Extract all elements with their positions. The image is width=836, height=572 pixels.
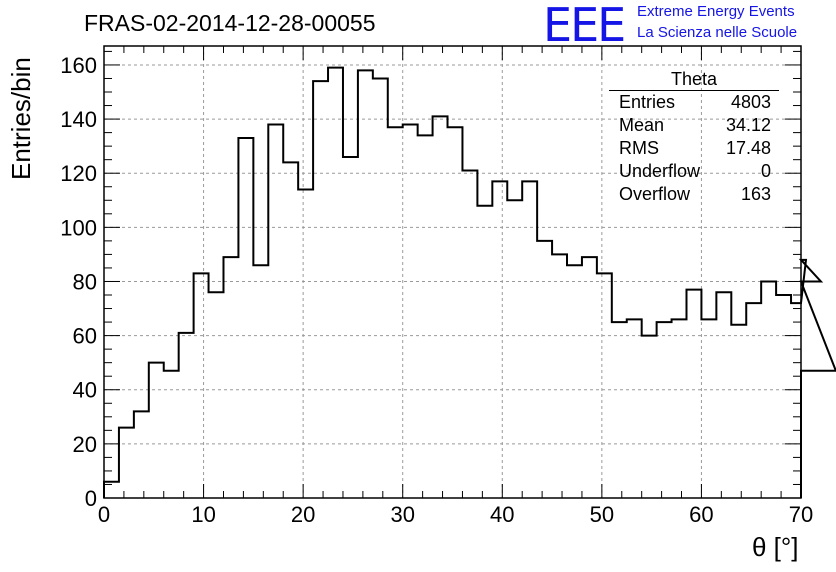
stats-row-rms: RMS 17.48 — [609, 137, 779, 160]
stats-value: 4803 — [730, 92, 771, 112]
grid-lines — [104, 46, 801, 498]
axis-tick-labels: 0 10 20 30 40 50 60 70 0 20 40 60 80 100 120 140 160 — [60, 53, 813, 527]
y-tick-label: 160 — [60, 53, 97, 78]
plot-frame — [103, 45, 802, 499]
y-axis-label: Entries/bin — [6, 57, 36, 180]
stats-box: Theta Entries 4803 Mean 34.12 RMS 17.48 … — [609, 68, 779, 206]
stats-label: Overflow — [619, 184, 691, 204]
y-tick-label: 80 — [73, 269, 97, 294]
stats-title: Theta — [609, 68, 779, 91]
x-tick-label: 30 — [390, 502, 414, 527]
stats-label: RMS — [619, 138, 659, 158]
stats-label: Entries — [619, 92, 676, 112]
stats-label: Mean — [619, 115, 665, 135]
stats-row-mean: Mean 34.12 — [609, 114, 779, 137]
y-tick-label: 120 — [60, 161, 97, 186]
logo-subtitle-2: La Scienza nelle Scuole — [637, 24, 798, 41]
x-tick-label: 40 — [490, 502, 514, 527]
axis-ticks — [103, 46, 802, 499]
x-axis-label: θ [°] — [752, 532, 799, 562]
plot-title: FRAS-02-2014-12-28-00055 — [84, 10, 376, 36]
stats-value: 34.12 — [725, 115, 771, 135]
logo-subtitle-1: Extreme Energy Events — [637, 3, 795, 20]
stats-label: Underflow — [619, 161, 701, 181]
histogram-step-line — [103, 66, 836, 498]
x-tick-label: 10 — [191, 502, 215, 527]
y-tick-label: 0 — [85, 486, 97, 511]
stats-value: 0 — [760, 161, 771, 181]
x-tick-label: 50 — [590, 502, 614, 527]
axes-box — [103, 45, 802, 499]
stats-value: 17.48 — [725, 138, 771, 158]
y-tick-label: 40 — [73, 378, 97, 403]
stats-row-entries: Entries 4803 — [609, 91, 779, 114]
y-tick-label: 60 — [73, 324, 97, 349]
stats-row-underflow: Underflow 0 — [609, 160, 779, 183]
eee-logo: EEE — [543, 0, 626, 52]
stats-value: 163 — [740, 184, 771, 204]
x-tick-label: 60 — [689, 502, 713, 527]
stats-row-overflow: Overflow 163 — [609, 183, 779, 206]
y-tick-label: 100 — [60, 215, 97, 240]
x-tick-label: 70 — [789, 502, 813, 527]
y-tick-label: 140 — [60, 107, 97, 132]
x-tick-label: 20 — [291, 502, 315, 527]
x-tick-label: 0 — [98, 502, 110, 527]
histogram-series — [103, 66, 836, 498]
y-tick-label: 20 — [73, 432, 97, 457]
